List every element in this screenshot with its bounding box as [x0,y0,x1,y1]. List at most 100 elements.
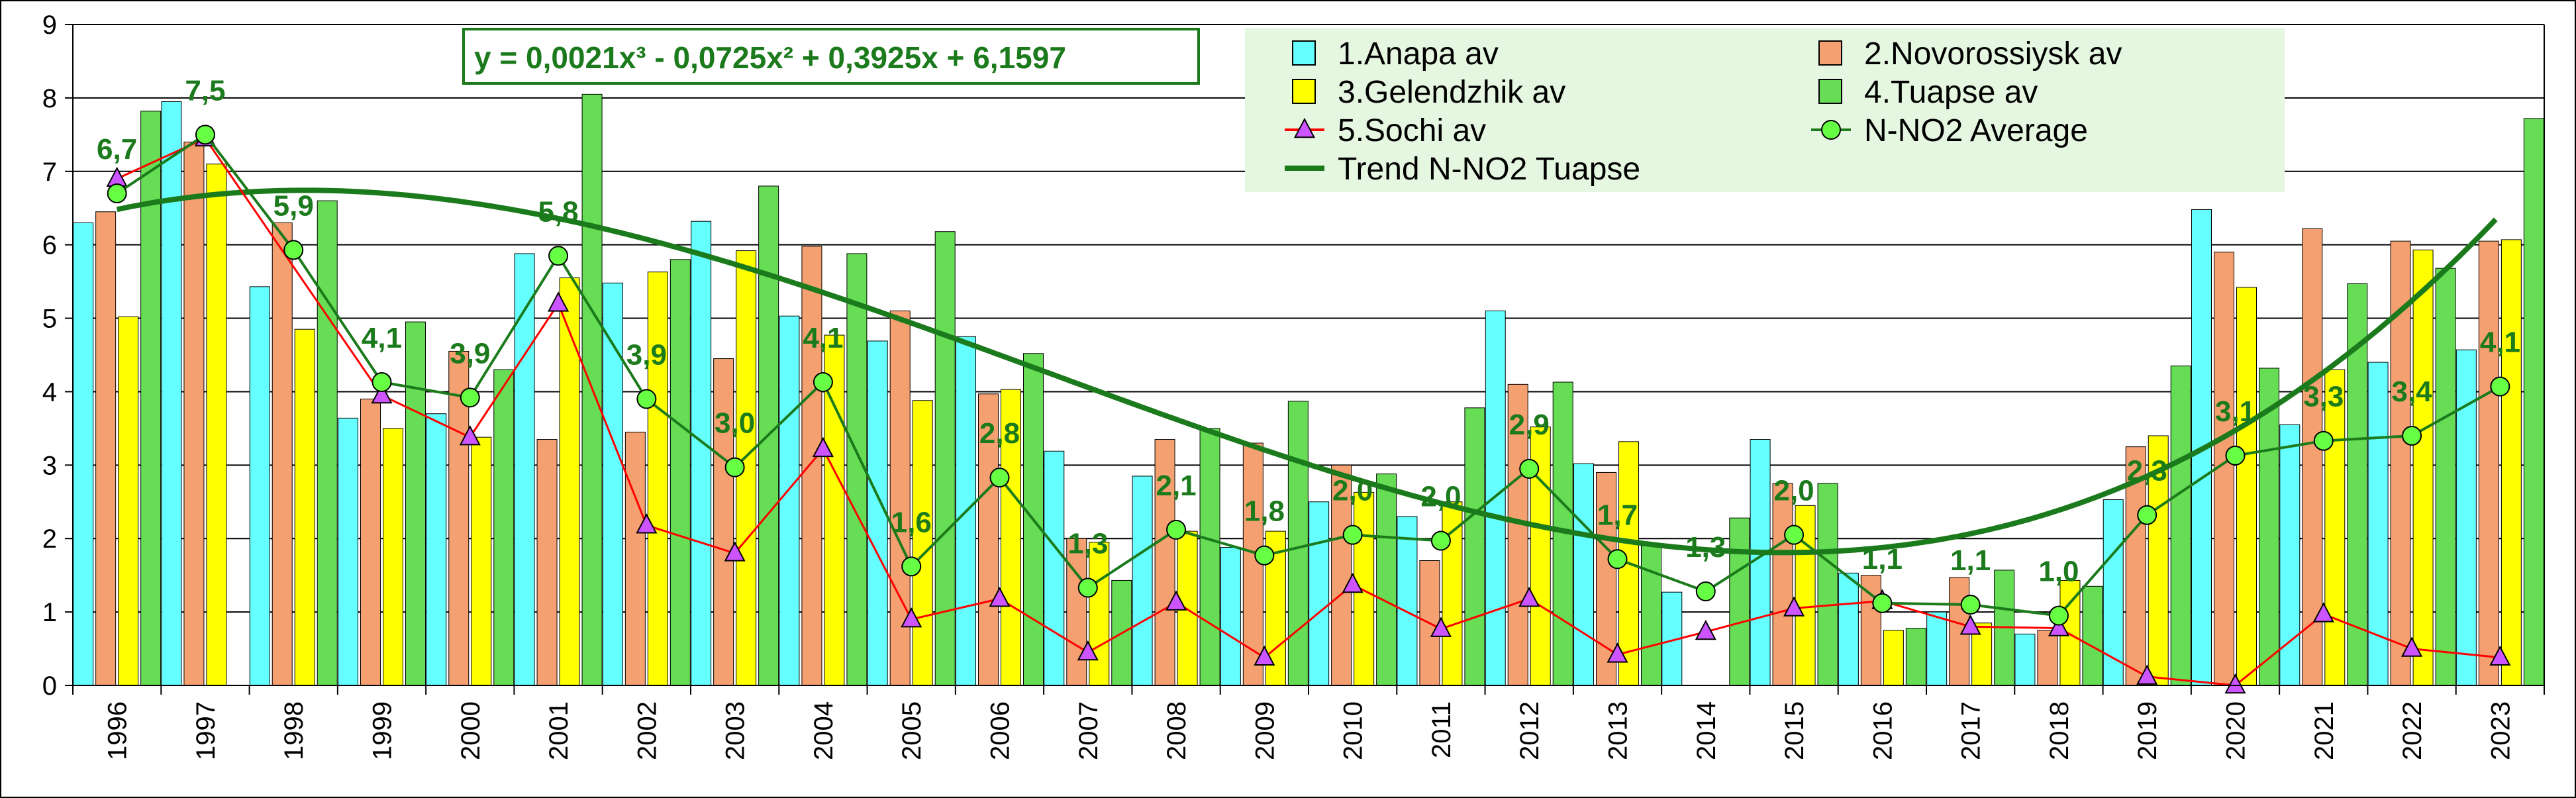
data-point [1254,545,1275,566]
y-tick-label: 4 [42,377,57,407]
x-tick-label: 2016 [1868,701,1897,760]
legend-label: 5.Sochi av [1338,113,1486,148]
x-tick-label: 1996 [103,701,132,760]
bar [2170,366,2191,686]
data-label: 5,8 [538,195,578,228]
bar [978,393,999,686]
legend-label: N-NO2 Average [1864,113,2088,148]
bar [1089,542,1110,686]
data-point [2225,445,2246,466]
data-label: 4,1 [362,322,402,354]
bar [956,336,976,686]
bar [1287,401,1309,686]
trend-equation-box: y = 0,0021x³ - 0,0725x² + 0,3925x + 6,15… [462,28,1200,85]
data-point [1166,519,1187,540]
bar [493,369,515,686]
data-label: 2,0 [1773,475,1814,507]
bar [1507,383,1528,686]
bar [1817,483,1838,686]
y-tick-label: 6 [42,231,57,260]
y-tick-label: 9 [42,11,57,40]
bar [2501,239,2522,686]
x-tick-label: 2002 [632,701,662,760]
data-label: 1,7 [1597,499,1638,531]
data-label: 2,1 [1156,470,1196,502]
bar [1044,450,1065,686]
legend-marker [1293,117,1316,138]
y-tick-label: 5 [42,305,57,334]
data-point [1518,587,1540,607]
x-tick-label: 2017 [1957,701,1986,760]
data-label: 4,1 [2480,326,2520,359]
bar [206,164,227,686]
data-point [460,387,480,408]
x-tick-label: 1997 [191,701,221,760]
data-point [548,291,570,312]
bar [1596,472,1616,686]
bar [2302,228,2323,686]
x-tick-label: 2003 [721,701,750,760]
legend: 1.Anapa av 2.Novorossiysk av 3.Gelendzhik … [1245,28,2285,192]
legend-swatch [1292,79,1316,104]
bar [2236,287,2257,686]
bar [1442,501,1463,686]
x-tick-label: 1999 [368,701,397,760]
bar [2435,268,2456,686]
trend-curve [116,187,2498,556]
data-point [1342,524,1363,545]
bar [1397,516,1418,686]
bar [2523,118,2544,686]
bar [1242,442,1263,686]
bar [448,350,470,686]
data-point [636,513,658,534]
bar [2455,349,2477,686]
bar [338,417,358,686]
equation-frame [462,28,1200,85]
x-tick-label: 2021 [2310,701,2339,760]
data-label: 4,1 [803,322,843,354]
data-label: 3,4 [2391,375,2432,408]
bar [294,328,315,686]
bar [934,231,956,686]
bar [183,141,205,686]
data-point [1342,572,1363,593]
data-point [2048,605,2069,626]
bar [1860,575,1881,686]
data-point [1077,577,1098,598]
bar [624,431,646,686]
data-point [1607,549,1628,570]
bar [360,399,381,686]
bar [647,272,668,686]
data-point [989,587,1011,607]
bar [2082,585,2103,686]
x-tick-label: 2023 [2486,701,2515,760]
data-point [901,556,922,577]
series-line [116,132,2501,617]
legend-swatch [1292,40,1316,66]
x-tick-label: 2004 [809,701,838,760]
bar [559,277,580,686]
legend-frame [1245,28,2285,192]
x-tick-label: 2012 [1515,701,1544,760]
bar [669,259,691,686]
bar [1066,538,1087,686]
x-tick-label: 2010 [1339,701,1368,760]
data-point [1960,595,1981,615]
legend-swatch [1818,79,1842,104]
bar [1464,407,1485,686]
x-tick-label: 2011 [1427,701,1456,758]
bar [1331,464,1352,686]
x-tick-label: 1998 [279,701,309,760]
data-point [2490,376,2510,397]
bar [272,222,293,686]
bar [249,286,270,686]
bar [1199,428,1220,686]
bar [383,428,403,686]
x-tick-label: 2005 [897,701,926,760]
data-label: 2,9 [1509,409,1550,441]
data-point [724,457,745,477]
bar [1750,439,1771,686]
bar [471,436,492,686]
bar [95,211,117,686]
